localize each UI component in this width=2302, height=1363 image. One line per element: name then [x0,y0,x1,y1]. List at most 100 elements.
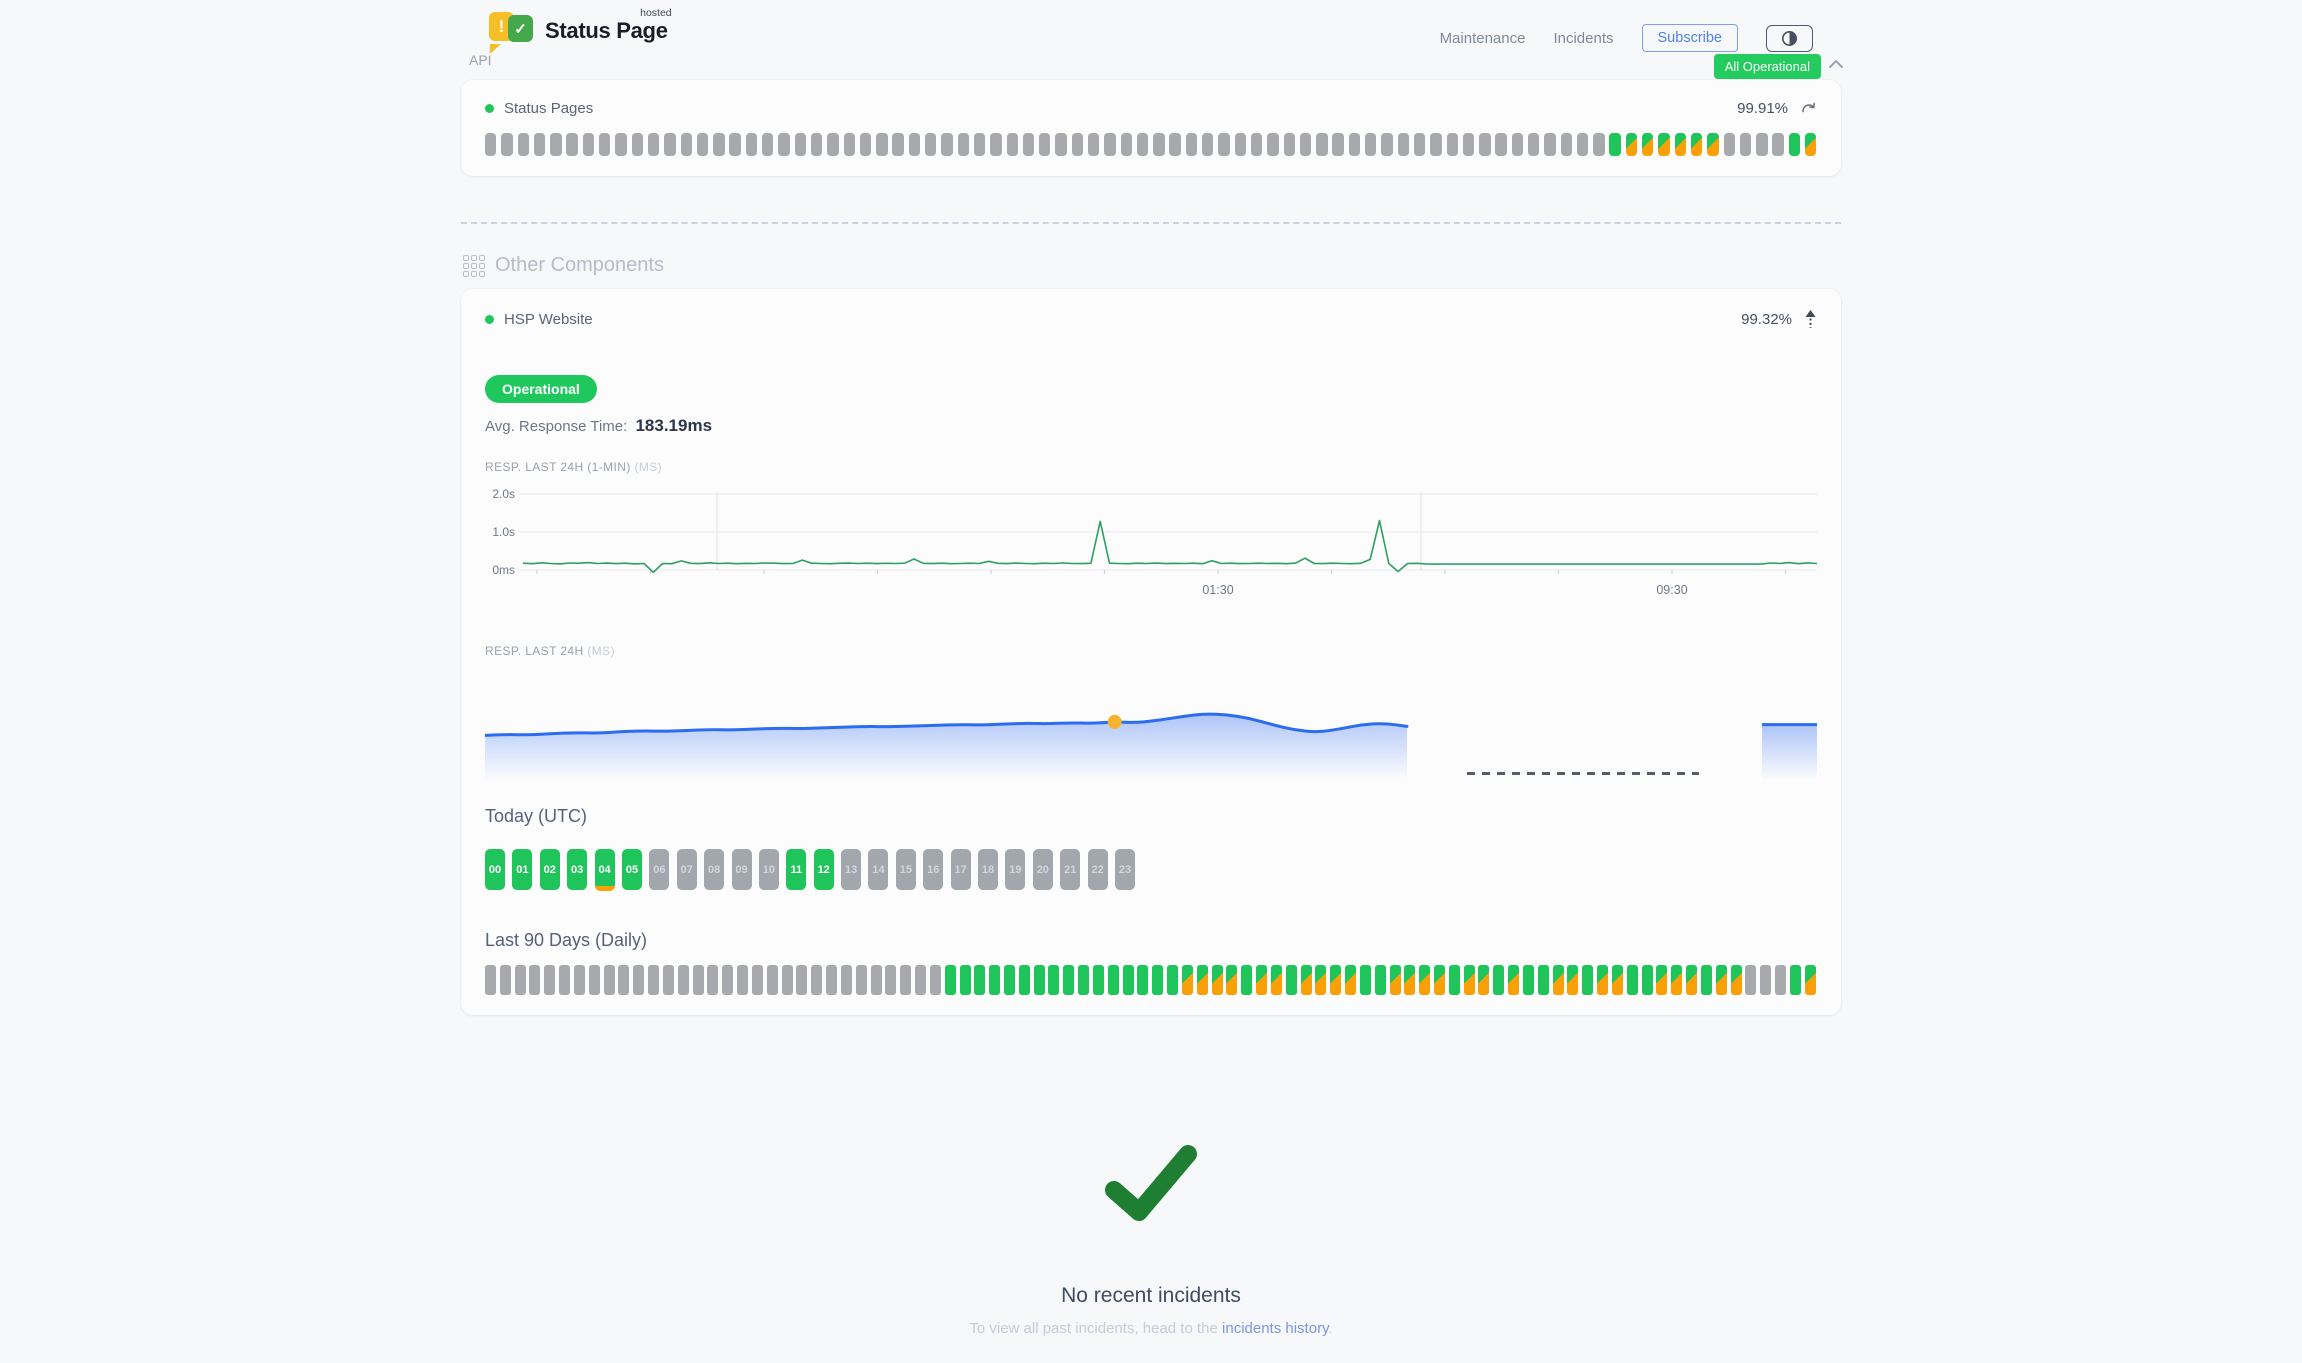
uptime-bar [1495,133,1507,156]
x-tick-0930: 09:30 [1656,583,1687,597]
uptime-bar [1707,133,1719,156]
uptime-bar [1528,133,1540,156]
uptime-bar [1234,133,1247,156]
logo-tail [490,44,501,54]
uptime-bar [1582,965,1594,995]
big-check-icon [1105,1145,1197,1221]
uptime-bar [990,133,1002,156]
uptime-bar [1316,133,1328,156]
uptime-bar [1686,965,1698,995]
daily-area-tail [1762,724,1817,784]
uptime-bar [648,965,660,995]
component-name: Status Pages [504,100,594,117]
nav-maintenance[interactable]: Maintenance [1439,29,1526,47]
hour-block-06: 06 [649,849,670,890]
hour-block-21: 21 [1060,849,1081,890]
uptime-bar [1511,133,1524,156]
uptime-bar [1078,965,1090,995]
uptime-bar [1434,965,1445,995]
dashed-divider [461,222,1841,224]
uptime-bar [1137,965,1149,995]
uptime-bar [599,133,611,156]
hour-block-11: 11 [786,849,807,890]
uptime-bar [737,965,749,995]
uptime-bar-strip [485,133,1817,156]
website-card: HSP Website 99.32% Operational Avg. Resp… [461,289,1841,1015]
daily-area-fill [485,714,1407,784]
arrow-up-icon[interactable] [1804,309,1817,329]
uptime-percent: 99.32% [1741,310,1792,328]
incidents-history-link[interactable]: incidents history [1222,1320,1329,1337]
uptime-bar [1270,965,1282,995]
uptime-bar [647,133,660,156]
uptime-bar [692,965,704,995]
uptime-bar [1789,965,1801,995]
uptime-bar [925,133,937,156]
hour-block-03: 03 [567,849,588,890]
uptime-bar [499,965,511,995]
uptime-bar [677,965,689,995]
refresh-icon[interactable] [1800,101,1817,116]
hour-block-09: 09 [731,849,752,890]
subscribe-button[interactable]: Subscribe [1641,24,1738,52]
uptime-bar [1723,133,1735,156]
brand-icon: ! ✓ [489,12,535,54]
uptime-bar [1267,133,1279,156]
uptime-bar [1478,965,1490,995]
uptime-bar [778,133,790,156]
uptime-bar [1772,133,1784,156]
theme-toggle-button[interactable] [1766,24,1813,52]
y-tick-0ms: 0ms [492,563,515,577]
uptime-bar [1122,965,1134,995]
uptime-bar [974,965,986,995]
uptime-bar [544,965,556,995]
response-chart-daily [485,672,1817,792]
uptime-bar [1508,965,1520,995]
uptime-bar [1430,133,1442,156]
operational-badge: Operational [485,375,597,403]
chevron-up-icon[interactable] [1827,58,1845,70]
uptime-bar [514,965,526,995]
uptime-bar [1330,965,1342,995]
uptime-bar [1611,965,1623,995]
uptime-bar [859,133,872,156]
brand-logo[interactable]: ! ✓ hosted Status Page [489,7,672,54]
uptime-bar [892,133,904,156]
today-hour-strip: 00 01 02 03 04 05 06 07 08 09 10 11 12 13 14 15 16 17 18 19… [485,849,1135,891]
uptime-bar [1153,133,1165,156]
last90-bar-strip [485,965,1817,995]
incidents-subtitle: To view all past incidents, head to the … [969,1320,1333,1337]
uptime-bar [1332,133,1344,156]
brand-text: hosted Status Page [545,7,672,44]
avg-response-value: 183.19ms [635,416,713,435]
uptime-bar [615,133,627,156]
uptime-bar [959,965,971,995]
no-incidents-title: No recent incidents [1061,1284,1241,1307]
uptime-bar [900,965,912,995]
uptime-bar [1055,133,1067,156]
uptime-bar [485,965,496,995]
component-row-hsp-website[interactable]: HSP Website 99.32% [485,309,1817,329]
uptime-bar [1087,133,1100,156]
uptime-bar [1463,965,1475,995]
uptime-bar [781,965,793,995]
chart-1min-label: RESP. LAST 24H (1-MIN) (MS) [485,460,663,474]
uptime-bar [1033,965,1045,995]
data-point-marker[interactable] [1107,714,1122,729]
uptime-bar [745,133,758,156]
hour-block-12: 12 [813,849,834,890]
uptime-bar [1625,133,1638,156]
uptime-bar [1560,133,1572,156]
status-badge[interactable]: All Operational [1713,54,1821,79]
uptime-bar [1381,133,1393,156]
uptime-bar [941,133,953,156]
uptime-bar [1674,133,1687,156]
nav-incidents[interactable]: Incidents [1553,29,1614,47]
uptime-percent: 99.91% [1737,100,1788,117]
uptime-bar [944,965,956,995]
uptime-bar [1169,133,1181,156]
hour-block-19: 19 [1005,849,1026,890]
uptime-bar [796,965,808,995]
component-row-status-pages[interactable]: Status Pages 99.91% [485,100,1817,117]
uptime-bar [1804,965,1816,995]
